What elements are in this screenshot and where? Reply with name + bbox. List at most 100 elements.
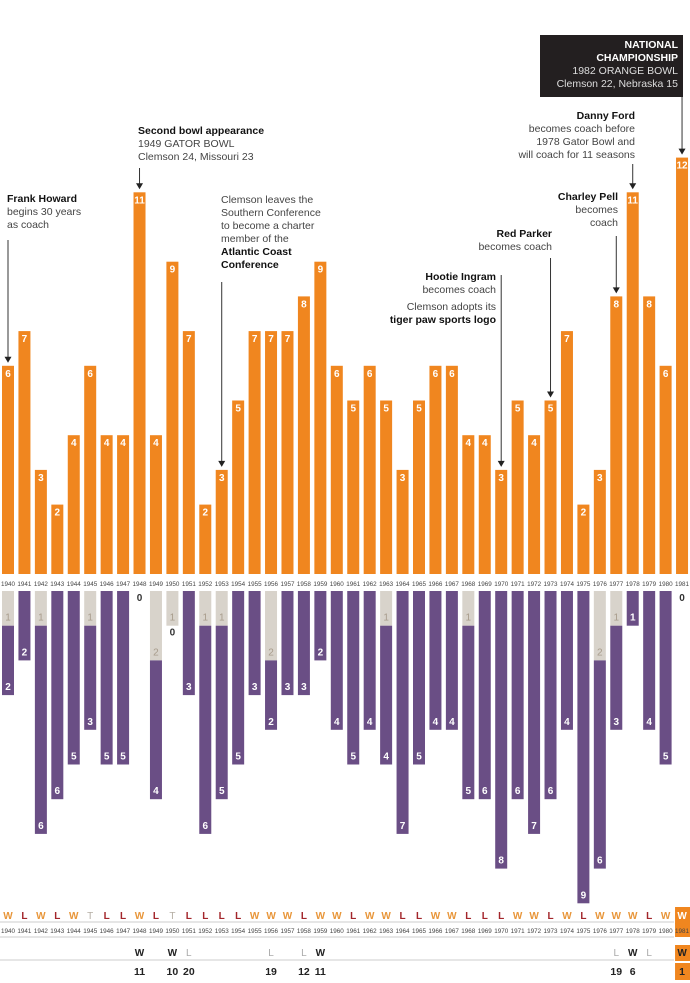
bowl-result: W (135, 948, 145, 959)
year-label: 1954 (231, 581, 246, 588)
result-letter: W (447, 911, 457, 922)
win-label: 7 (285, 334, 291, 345)
tie-bar (166, 591, 179, 626)
win-bar (67, 435, 80, 574)
year-label-bottom: 1953 (215, 928, 230, 935)
tie-label: 1 (613, 613, 619, 624)
win-bar (462, 435, 475, 574)
win-bar (149, 435, 162, 574)
win-label: 12 (676, 161, 688, 172)
year-label-bottom: 1942 (34, 928, 49, 935)
win-bar (51, 504, 64, 574)
result-letter: L (104, 911, 110, 922)
champ-title: NATIONAL (624, 39, 678, 51)
loss-bar (84, 625, 97, 730)
loss-bar (593, 660, 606, 869)
final-rank: 10 (167, 966, 179, 978)
result-letter: L (547, 911, 553, 922)
year-label-bottom: 1945 (83, 928, 98, 935)
loss-bar (297, 591, 310, 696)
year-label: 1941 (17, 581, 32, 588)
loss-bar (413, 591, 425, 765)
loss-label: 3 (285, 682, 291, 693)
annotation-line: 1949 GATOR BOWL (138, 138, 235, 150)
year-label-bottom: 1980 (659, 928, 674, 935)
loss-bar (347, 591, 360, 765)
result-letter: W (562, 911, 572, 922)
year-label: 1970 (494, 581, 509, 588)
result-letter: L (580, 911, 586, 922)
year-label: 1973 (544, 581, 559, 588)
win-bar (314, 261, 327, 574)
loss-bar (445, 591, 458, 730)
year-label: 1946 (100, 581, 115, 588)
year-label-bottom: 1941 (17, 928, 32, 935)
tie-label: 1 (219, 613, 225, 624)
tie-label: 1 (170, 613, 176, 624)
year-label: 1980 (659, 581, 674, 588)
final-rank: 6 (630, 966, 636, 978)
loss-bar (18, 591, 31, 661)
win-label: 7 (186, 334, 192, 345)
loss-bar (34, 625, 47, 834)
tie-bar (199, 591, 212, 626)
win-label: 4 (466, 438, 472, 449)
year-label: 1948 (133, 581, 148, 588)
loss-bar (248, 591, 261, 696)
win-label: 11 (627, 195, 638, 206)
win-bar (626, 192, 639, 575)
win-bar (84, 365, 97, 574)
annotation-line: member of the (221, 233, 289, 245)
annotation-title: Frank Howard (7, 193, 78, 205)
year-label-bottom: 1970 (494, 928, 509, 935)
arrow-head-icon (678, 148, 686, 155)
loss-label: 9 (581, 890, 587, 901)
loss-label: 4 (383, 752, 389, 763)
win-bar (544, 400, 557, 574)
loss-label: 4 (646, 717, 652, 728)
highlight-cell (675, 963, 690, 980)
loss-label: 3 (301, 682, 307, 693)
bowl-result: W (628, 948, 638, 959)
annotation-danny-ford: Danny Ford becomes coach before 1978 Gat… (518, 110, 635, 162)
result-letter: L (153, 911, 159, 922)
win-bar (232, 400, 245, 574)
arrow-head-icon (4, 356, 12, 363)
loss-bar (511, 591, 524, 800)
year-label-bottom: 1948 (133, 928, 148, 935)
tie-bar (380, 591, 393, 626)
tie-bar (34, 591, 47, 626)
result-letter: L (21, 911, 27, 922)
final-rank: 19 (265, 966, 277, 978)
loss-bar (429, 591, 442, 730)
annotation-line: Southern Conference (221, 207, 321, 219)
year-label: 1958 (297, 581, 312, 588)
win-label: 4 (120, 438, 126, 449)
loss-label: 3 (87, 717, 93, 728)
result-letter: L (219, 911, 225, 922)
loss-label: 4 (153, 786, 159, 797)
win-bar (643, 296, 656, 574)
result-letter: L (498, 911, 504, 922)
year-label-bottom: 1947 (116, 928, 131, 935)
year-label: 1944 (67, 581, 82, 588)
year-label-bottom: 1979 (642, 928, 657, 935)
loss-label: 6 (515, 786, 521, 797)
year-label: 1951 (182, 581, 197, 588)
win-bar (117, 435, 130, 574)
bowl-result: W (316, 948, 326, 959)
result-letter: W (595, 911, 605, 922)
year-label-bottom: 1960 (330, 928, 345, 935)
result-letter: L (400, 911, 406, 922)
win-label: 5 (383, 404, 389, 415)
year-label: 1952 (198, 581, 213, 588)
win-bar (347, 400, 360, 574)
loss-label: 5 (350, 752, 356, 763)
year-label: 1964 (396, 581, 411, 588)
result-letter: W (628, 911, 638, 922)
loss-bar (232, 591, 245, 765)
year-label: 1957 (280, 581, 295, 588)
loss-label: 5 (663, 752, 669, 763)
loss-bar (577, 591, 590, 904)
loss-label: 6 (597, 856, 603, 867)
